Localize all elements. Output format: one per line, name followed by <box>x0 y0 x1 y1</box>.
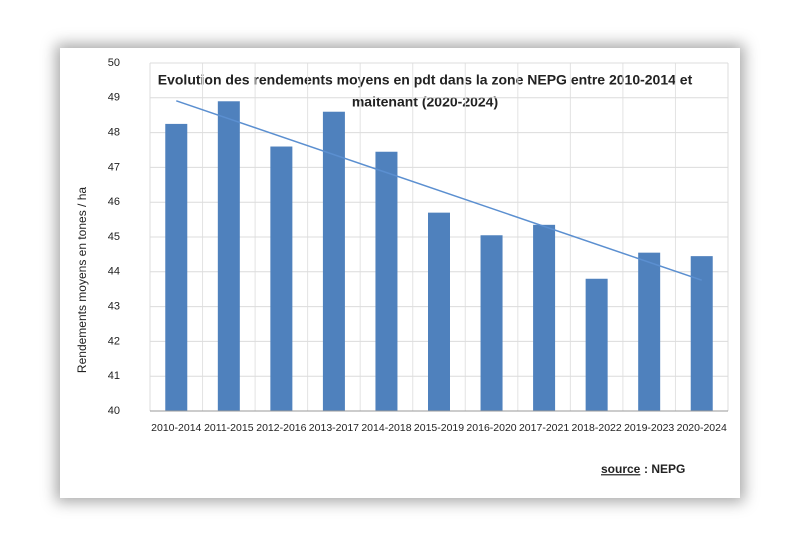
x-tick-label: 2010-2014 <box>151 422 201 434</box>
y-tick-label: 49 <box>108 92 120 104</box>
bar <box>638 252 661 411</box>
bar <box>690 256 713 411</box>
y-tick-label: 48 <box>108 127 120 139</box>
y-tick-label: 45 <box>108 231 120 243</box>
x-tick-label: 2012-2016 <box>256 422 306 434</box>
bar <box>480 235 503 411</box>
x-tick-label: 2016-2020 <box>466 422 516 434</box>
x-tick-label: 2017-2021 <box>519 422 569 434</box>
y-tick-label: 44 <box>108 266 120 278</box>
trend-line <box>176 100 702 281</box>
x-tick-label: 2019-2023 <box>624 422 674 434</box>
source: : NEPG <box>644 462 685 476</box>
y-tick-label: 46 <box>108 196 120 208</box>
bar <box>533 224 556 411</box>
x-tick-label: 2013-2017 <box>309 422 359 434</box>
bar <box>217 101 240 411</box>
chart-title: Evolution des rendements moyens en pdt d… <box>158 72 693 88</box>
x-tick-label: 2020-2024 <box>677 422 727 434</box>
y-tick-label: 41 <box>108 370 120 382</box>
x-tick-label: 2014-2018 <box>361 422 411 434</box>
y-tick-label: 42 <box>108 335 120 347</box>
x-tick-label: 2015-2019 <box>414 422 464 434</box>
source-label: source <box>601 462 641 476</box>
bar <box>585 278 608 411</box>
x-tick-label: 2011-2015 <box>204 422 254 434</box>
bar <box>428 212 450 411</box>
y-tick-label: 47 <box>108 161 120 173</box>
bar <box>375 151 398 412</box>
bar <box>322 111 345 411</box>
x-tick-label: 2018-2022 <box>572 422 622 434</box>
y-tick-label: 40 <box>108 405 120 417</box>
bar <box>270 146 293 411</box>
y-tick-label: 43 <box>108 301 120 313</box>
y-axis-label: Rendements moyens en tones / ha <box>75 187 89 373</box>
chart-title: maitenant (2020-2024) <box>352 94 498 110</box>
y-tick-label: 50 <box>108 57 120 69</box>
bar <box>165 123 188 412</box>
